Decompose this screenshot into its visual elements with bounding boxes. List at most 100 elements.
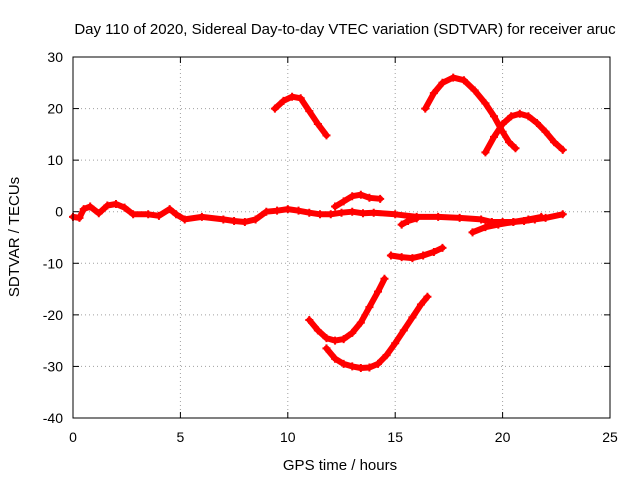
data-point <box>369 208 378 217</box>
y-tick-label: -30 <box>43 358 63 374</box>
data-point <box>416 300 425 309</box>
series-layer <box>69 73 567 372</box>
data-point <box>326 210 335 219</box>
series-path <box>306 275 388 344</box>
data-point <box>273 206 282 215</box>
data-point <box>288 92 297 101</box>
data-point <box>331 336 340 345</box>
data-point <box>412 214 421 223</box>
data-point <box>541 127 550 136</box>
data-point <box>524 215 533 224</box>
data-point <box>111 199 120 208</box>
data-point <box>358 209 367 218</box>
data-point <box>505 138 514 147</box>
data-point <box>322 344 331 353</box>
data-point <box>316 210 325 219</box>
data-point <box>429 89 438 98</box>
data-point <box>230 216 239 225</box>
x-tick-label: 15 <box>387 429 403 445</box>
y-tick-label: -10 <box>43 255 63 271</box>
data-point <box>240 218 249 227</box>
series-path <box>323 293 431 371</box>
data-point <box>438 243 447 252</box>
series-trace-d <box>386 243 447 263</box>
data-point <box>380 274 389 283</box>
series-trace-i <box>322 292 432 372</box>
data-point <box>251 215 260 224</box>
data-point <box>524 112 533 121</box>
data-point <box>391 339 400 348</box>
data-point <box>438 78 447 87</box>
data-point <box>404 216 413 225</box>
series-path <box>422 74 519 152</box>
data-point <box>391 210 400 219</box>
data-point <box>494 220 503 229</box>
data-point <box>537 212 546 221</box>
data-point <box>322 334 331 343</box>
data-point <box>313 326 322 335</box>
data-point <box>365 303 374 312</box>
data-point <box>399 326 408 335</box>
x-tick-label: 20 <box>495 429 511 445</box>
data-point <box>313 120 322 129</box>
data-point <box>408 313 417 322</box>
data-point <box>374 287 383 296</box>
data-point <box>94 209 103 218</box>
y-tick-label: -20 <box>43 307 63 323</box>
data-point <box>459 76 468 85</box>
data-point <box>490 112 499 121</box>
series-trace-b <box>331 190 385 211</box>
data-point <box>468 228 477 237</box>
data-point <box>532 119 541 128</box>
data-point <box>408 254 417 263</box>
data-point <box>294 206 303 215</box>
data-point <box>386 251 395 260</box>
data-point <box>103 201 112 210</box>
data-point <box>507 112 516 121</box>
data-point <box>348 328 357 337</box>
x-tick-label: 25 <box>602 429 618 445</box>
data-point <box>481 99 490 108</box>
data-point <box>423 292 432 301</box>
data-point <box>356 363 365 372</box>
data-point <box>348 362 357 371</box>
y-tick-label: 20 <box>47 101 63 117</box>
data-point <box>382 351 391 360</box>
data-point <box>374 359 383 368</box>
data-point <box>515 109 524 118</box>
x-tick-label: 0 <box>69 429 77 445</box>
data-point <box>429 247 438 256</box>
data-point <box>481 148 490 157</box>
data-point <box>397 253 406 262</box>
data-point <box>172 210 181 219</box>
data-point <box>305 208 314 217</box>
data-point <box>283 205 292 214</box>
data-point <box>498 120 507 129</box>
data-point <box>365 193 374 202</box>
data-point <box>509 218 518 227</box>
y-tick-label: 30 <box>47 49 63 65</box>
data-point <box>296 94 305 103</box>
data-point <box>331 202 340 211</box>
data-point <box>477 215 486 224</box>
y-tick-label: 10 <box>47 152 63 168</box>
data-point <box>421 104 430 113</box>
data-point <box>165 205 174 214</box>
data-point <box>197 212 206 221</box>
data-point <box>365 363 374 372</box>
data-point <box>180 215 189 224</box>
data-point <box>455 213 464 222</box>
data-point <box>348 207 357 216</box>
data-point <box>86 202 95 211</box>
data-point <box>419 251 428 260</box>
data-point <box>219 215 228 224</box>
data-point <box>356 318 365 327</box>
data-point <box>481 223 490 232</box>
data-point <box>144 210 153 219</box>
data-point <box>337 208 346 217</box>
data-point <box>262 207 271 216</box>
data-point <box>356 190 365 199</box>
series-path <box>70 201 566 225</box>
series-baseline-noise <box>69 199 567 227</box>
